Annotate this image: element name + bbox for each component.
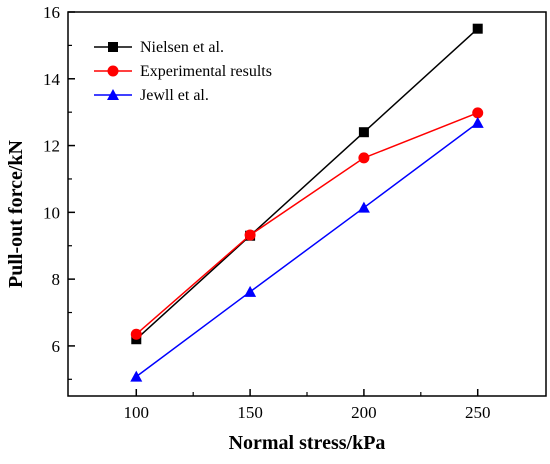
legend-marker — [107, 89, 119, 100]
data-point — [471, 116, 484, 128]
data-point — [130, 328, 142, 340]
axes: 100 150 200 250 6 8 10 12 14 16 — [43, 3, 547, 422]
y-tick-label: 12 — [43, 137, 60, 156]
y-tick-label: 8 — [52, 270, 61, 289]
y-tick-label: 6 — [52, 337, 61, 356]
legend-marker — [108, 42, 118, 52]
data-point — [358, 127, 369, 138]
series-2 — [130, 107, 484, 340]
y-tick-label: 14 — [43, 70, 61, 89]
legend-marker — [107, 65, 119, 77]
y-axis-title: Pull-out force/kN — [5, 139, 27, 288]
legend-label: Nielsen et al. — [140, 39, 224, 56]
data-point — [244, 229, 256, 241]
series-3 — [130, 116, 484, 382]
data-point — [130, 370, 143, 382]
x-tick-label: 100 — [124, 403, 150, 422]
x-axis-title: Normal stress/kPa — [229, 432, 386, 454]
legend-entry: Nielsen et al. — [94, 39, 224, 56]
data-point — [358, 152, 370, 164]
legend: Nielsen et al. Experimental results Jewll … — [94, 39, 272, 104]
legend-label: Experimental results — [140, 63, 272, 80]
series-line — [135, 28, 479, 340]
series-line — [135, 112, 478, 335]
x-tick-label: 150 — [237, 403, 263, 422]
legend-entry: Experimental results — [94, 63, 272, 80]
series-line — [135, 122, 479, 378]
data-point — [472, 107, 484, 119]
y-tick-label: 10 — [43, 203, 60, 222]
data-point — [244, 285, 257, 297]
legend-entry: Jewll et al. — [94, 87, 209, 104]
data-point — [472, 23, 483, 34]
series-layer — [130, 23, 484, 382]
data-point — [357, 201, 370, 213]
y-tick-label: 16 — [43, 3, 60, 22]
legend-label: Jewll et al. — [140, 87, 209, 104]
x-tick-label: 250 — [465, 403, 491, 422]
x-tick-label: 200 — [351, 403, 377, 422]
